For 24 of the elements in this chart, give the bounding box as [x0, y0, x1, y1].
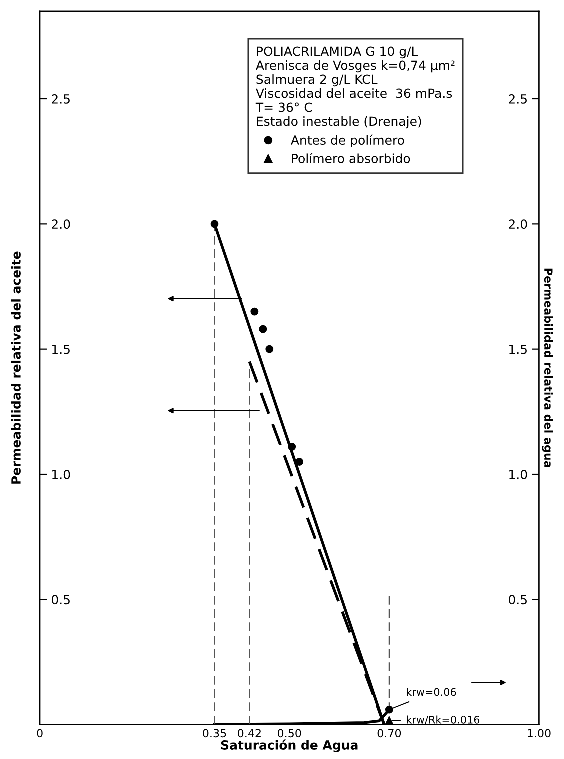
x-tick-label: 0.35: [203, 729, 226, 738]
legend-label: Polímero absorbido: [292, 153, 410, 164]
x-tick-label: 1.00: [528, 729, 551, 738]
y-tick-label: 2.5: [52, 94, 70, 104]
annotation: krw=0.06: [407, 688, 456, 696]
y-tick-label: 1.0: [52, 470, 70, 480]
x-axis-title: Saturación de Agua: [221, 740, 358, 752]
y2-tick-label: 0.5: [509, 595, 527, 605]
y2-tick-label: 1.0: [510, 470, 528, 480]
y2-tick-label: 2.5: [509, 94, 527, 104]
y2-tick-label: 1.5: [510, 344, 527, 354]
y2-axis-title: Permeabilidad relativa del agua: [542, 268, 554, 468]
x-tick-label: 0.42: [238, 729, 261, 738]
legend-title: POLIACRILAMIDA G 10 g/L Arenisca de Vosges k=0,74 µm² Salmuera 2 g/L KCL Viscosidad del aceite 36 mPa.s T= 36° C Estado inestable (Drenaje): [256, 46, 455, 129]
x-tick-label: 0: [37, 729, 43, 738]
legend-label: Antes de polímero: [291, 134, 404, 148]
annotation: krw/Rk=0.016: [407, 716, 480, 725]
y-tick-label: 1.5: [52, 344, 70, 354]
y2-tick-label: 2.0: [509, 220, 528, 230]
y-axis-title: Permeabilidad relativa del aceite: [11, 252, 21, 484]
x-tick-label: 0.70: [378, 729, 402, 738]
y-tick-label: 2.0: [52, 220, 70, 230]
y-tick-label: 0.5: [52, 595, 70, 605]
x-tick-label: 0.50: [278, 729, 302, 738]
